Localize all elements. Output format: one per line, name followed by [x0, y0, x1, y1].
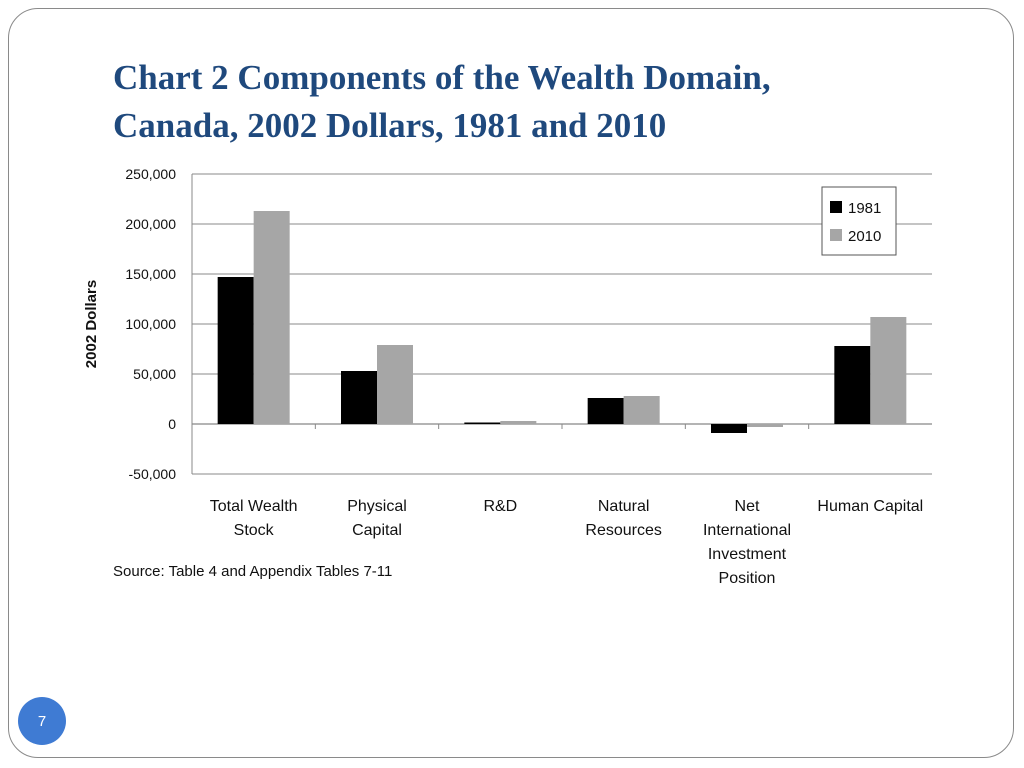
bar-1981-4 [711, 424, 747, 433]
x-category-label: Total Wealth [210, 498, 298, 515]
legend-label-2010: 2010 [848, 228, 881, 245]
y-tick-label: 0 [168, 416, 176, 432]
source-note: Source: Table 4 and Appendix Tables 7-11 [113, 563, 393, 580]
bar-2010-4 [747, 424, 783, 427]
x-category-label: Human Capital [817, 498, 923, 515]
legend-box [821, 186, 897, 256]
y-tick-label: 200,000 [125, 216, 176, 232]
bar-1981-2 [464, 422, 501, 424]
y-tick-label: 150,000 [125, 266, 176, 282]
slide-title-line-2: Canada, 2002 Dollars, 1981 and 2010 [113, 106, 667, 145]
bar-1981-1 [341, 371, 377, 424]
legend-label-1981: 1981 [848, 200, 881, 217]
legend-swatch-2010 [830, 229, 842, 241]
bar-2010-0 [253, 211, 290, 424]
x-category-label: Investment [708, 546, 787, 563]
x-category-label: Capital [352, 522, 402, 539]
y-tick-label: 50,000 [133, 366, 176, 382]
x-category-label: Resources [585, 522, 661, 539]
x-category-label: Position [719, 570, 776, 587]
y-tick-label: 100,000 [125, 316, 176, 332]
y-axis-title: 2002 Dollars [83, 280, 100, 368]
y-tick-label: -50,000 [129, 466, 177, 482]
x-category-label: R&D [483, 498, 517, 515]
page-number-badge: 7 [18, 697, 66, 745]
x-category-label: Natural [598, 498, 650, 515]
x-category-label: Stock [234, 522, 275, 539]
x-category-label: International [703, 522, 791, 539]
slide-title: Chart 2 Components of the Wealth Domain,… [113, 54, 913, 150]
x-category-label: Net [735, 498, 760, 515]
legend-swatch-1981 [830, 201, 842, 213]
bar-2010-5 [870, 317, 907, 424]
bar-2010-1 [377, 345, 413, 424]
bar-2010-2 [500, 421, 537, 424]
y-tick-label: 250,000 [125, 166, 176, 182]
bar-2010-3 [623, 396, 660, 424]
bar-1981-0 [217, 277, 254, 424]
slide-title-line-1: Chart 2 Components of the Wealth Domain, [113, 58, 771, 97]
bar-1981-5 [834, 346, 871, 424]
bar-1981-3 [587, 398, 624, 424]
x-category-label: Physical [347, 498, 407, 515]
